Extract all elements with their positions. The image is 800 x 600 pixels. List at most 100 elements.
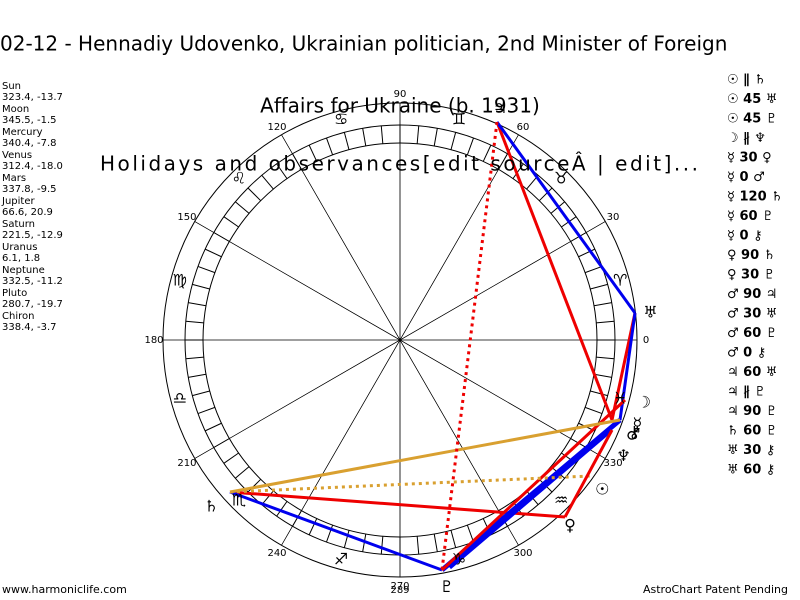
band-tick xyxy=(261,490,274,506)
degree-label: 90 xyxy=(394,89,407,100)
aspect-entry: ♂ 30 ♅ xyxy=(727,307,777,322)
planet-position: 332.5, -11.2 xyxy=(2,276,63,287)
overlay-text: Affairs for Ukraine (b. 1931) xyxy=(260,94,540,118)
band-tick xyxy=(596,320,615,324)
aspect-line xyxy=(229,418,621,494)
aspect-entry: ♅ 60 ⚷ xyxy=(727,463,775,478)
zodiac-sign: ♋ xyxy=(334,109,348,128)
band-tick xyxy=(247,478,262,493)
aspect-line xyxy=(495,121,614,421)
aspect-entry: ☿ 60 ♇ xyxy=(727,209,774,224)
aspect-entry: ♃ ∦ ♇ xyxy=(727,385,766,400)
band-tick xyxy=(325,137,334,156)
aspect-entry: ☿ 0 ♂ xyxy=(727,170,765,185)
zodiac-sign: ♈ xyxy=(613,270,627,289)
zodiac-sign: ♎ xyxy=(173,389,187,408)
planet-name: Sun xyxy=(2,81,21,92)
band-tick xyxy=(234,466,250,479)
planet-name: Chiron xyxy=(2,311,34,322)
planet-name: Venus xyxy=(2,150,32,161)
band-tick xyxy=(188,373,207,378)
planet-name: Moon xyxy=(2,104,29,115)
degree-label: 60 xyxy=(517,122,530,133)
planet-position: 338.4, -3.7 xyxy=(2,322,57,333)
band-tick xyxy=(261,174,274,190)
degree-label: 210 xyxy=(177,458,196,469)
band-tick xyxy=(343,530,350,548)
planet-name: Pluto xyxy=(2,288,27,299)
band-tick xyxy=(466,137,475,156)
band-tick xyxy=(538,187,553,202)
planet-glyph: ☉ xyxy=(595,480,609,499)
band-tick xyxy=(584,265,603,274)
title: 02-12 - Hennadiy Udovenko, Ukrainian pol… xyxy=(0,32,727,56)
band-tick xyxy=(512,163,524,179)
zodiac-sign: ♍ xyxy=(173,270,187,289)
planet-name: Mercury xyxy=(2,127,43,138)
band-tick xyxy=(197,265,216,274)
degree-label: 330 xyxy=(603,458,622,469)
band-tick xyxy=(188,302,207,307)
planet-name: Saturn xyxy=(2,219,35,230)
band-tick xyxy=(433,128,438,147)
band-tick xyxy=(204,422,222,432)
footer-left: www.harmoniclife.com xyxy=(2,583,127,596)
planet-position: 312.4, -18.0 xyxy=(2,161,63,172)
band-tick xyxy=(185,320,204,324)
degree-label: 270 xyxy=(390,581,409,592)
planet-position: 221.5, -12.9 xyxy=(2,230,63,241)
bottom-label: 289 xyxy=(390,585,409,596)
band-tick xyxy=(416,125,420,144)
band-tick xyxy=(343,132,350,150)
band-tick xyxy=(185,356,204,360)
aspect-entry: ♄ 60 ♇ xyxy=(727,424,777,439)
planet-glyph: ♀ xyxy=(564,516,576,535)
band-tick xyxy=(223,216,239,228)
aspect-lines xyxy=(229,121,637,572)
aspect-line xyxy=(229,490,443,572)
band-tick xyxy=(204,248,222,258)
band-tick xyxy=(433,533,438,552)
aspect-entry: ☉ 45 ♅ xyxy=(727,92,777,107)
house-line xyxy=(194,221,606,459)
aspect-line xyxy=(440,121,499,571)
aspect-line xyxy=(495,121,637,314)
band-tick xyxy=(247,187,262,202)
band-tick xyxy=(596,356,615,360)
band-tick xyxy=(276,163,288,179)
band-tick xyxy=(192,283,210,290)
zodiac-sign: ♒ xyxy=(554,491,568,510)
band-tick xyxy=(223,452,239,464)
aspect-entry: ♃ 60 ♅ xyxy=(727,365,777,380)
zodiac-sign: ♑ xyxy=(452,550,466,569)
degree-label: 300 xyxy=(513,548,532,559)
aspect-entry: ♀ 30 ♇ xyxy=(727,268,775,283)
degree-label: 30 xyxy=(607,212,620,223)
aspect-entry: ♀ 90 ♄ xyxy=(727,248,775,263)
band-tick xyxy=(593,302,612,307)
zodiac-sign: ♉ xyxy=(554,168,568,187)
degree-label: 0 xyxy=(643,335,649,346)
band-tick xyxy=(584,406,603,415)
zodiac-sign: ♏ xyxy=(232,491,246,510)
degree-label: 180 xyxy=(144,335,163,346)
aspect-entry: ☽ ∦ ♆ xyxy=(727,131,766,146)
planet-glyph: ♃ xyxy=(493,98,507,117)
planet-glyph: ♆ xyxy=(616,446,630,465)
planet-position: 66.6, 20.9 xyxy=(2,207,53,218)
aspect-entry: ♂ 0 ⚷ xyxy=(727,346,766,361)
band-tick xyxy=(590,283,608,290)
aspect-entry: ☉ 45 ♇ xyxy=(727,112,777,127)
planet-glyph: ☽ xyxy=(637,393,651,412)
zodiac-sign: ♓ xyxy=(613,389,627,408)
zodiac-sign: ♐ xyxy=(334,550,348,569)
band-tick xyxy=(450,132,457,150)
planet-name: Mars xyxy=(2,173,26,184)
zodiac-sign: ♊ xyxy=(452,109,466,128)
aspect-entry: ♂ 90 ♃ xyxy=(727,287,777,302)
band-tick xyxy=(593,373,612,378)
planet-position: 280.7, -19.7 xyxy=(2,299,63,310)
band-tick xyxy=(380,125,384,144)
planet-glyph: ♂ xyxy=(626,425,640,444)
